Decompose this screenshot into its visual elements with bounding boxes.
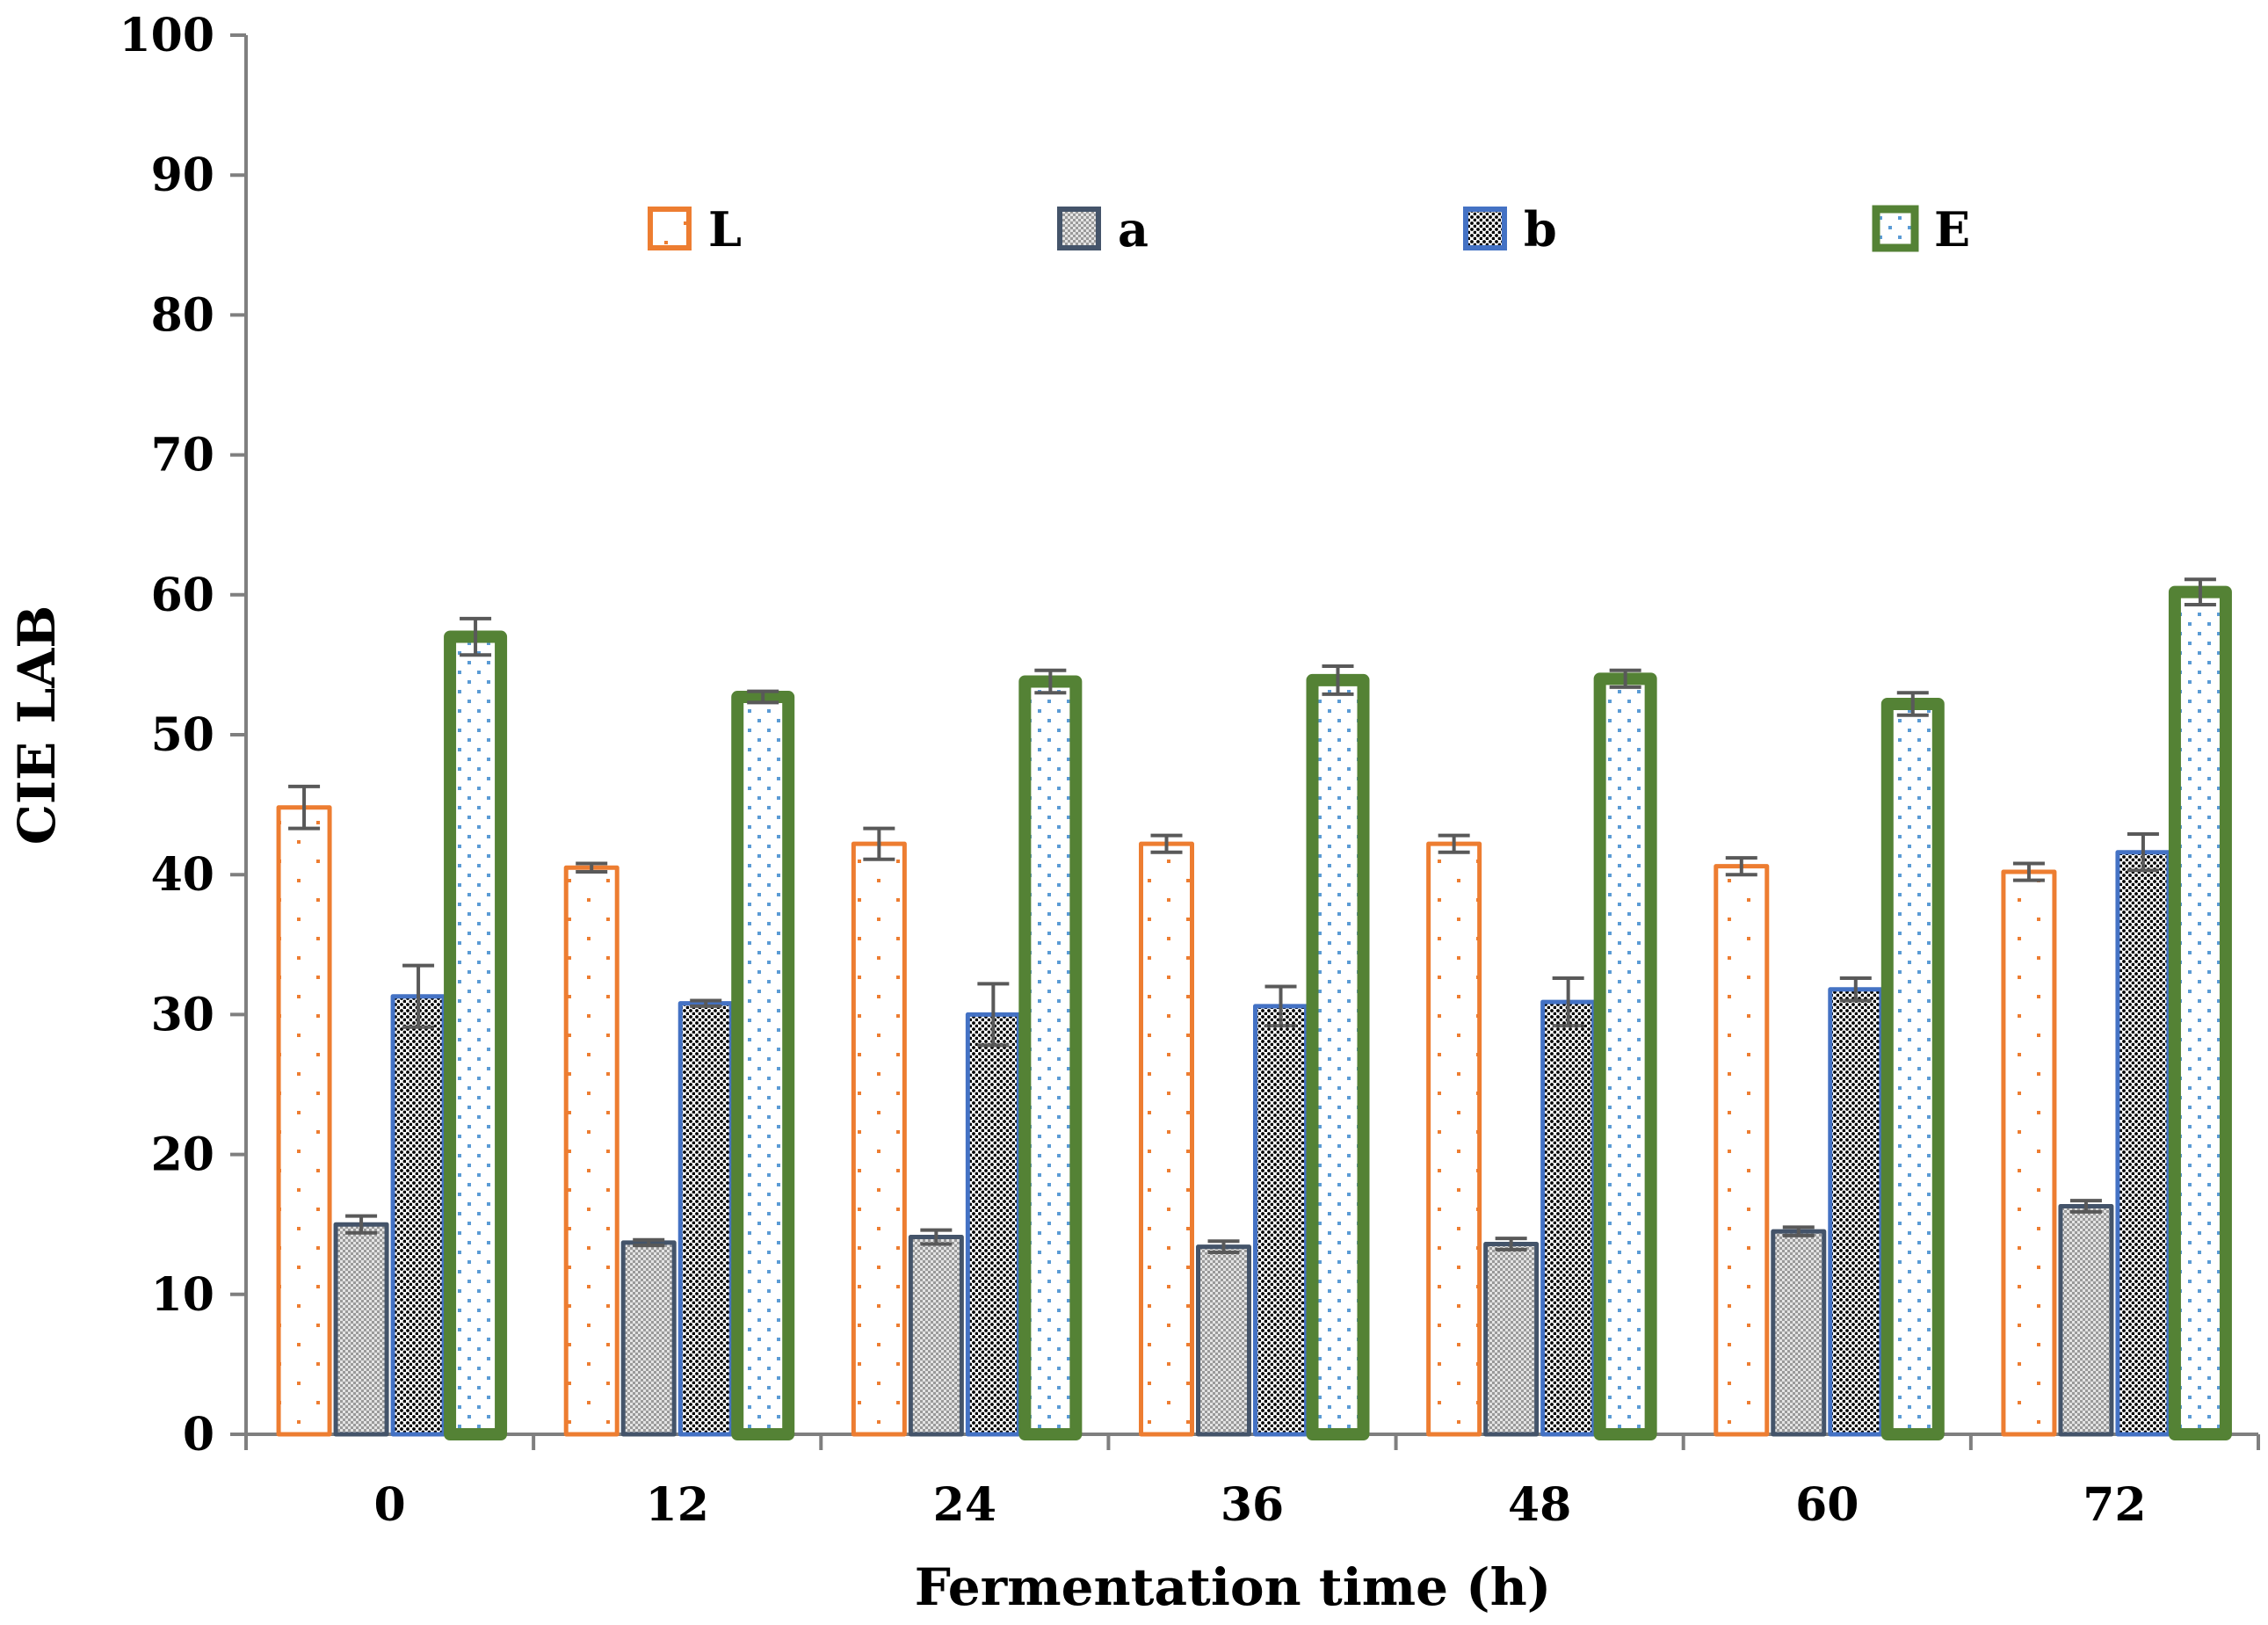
bar-E-36 [1306,673,1370,1440]
bar-a-0 [333,1222,389,1437]
y-tick-label: 10 [151,1268,214,1322]
y-tick-label: 80 [151,288,214,342]
y-tick-label: 20 [151,1128,214,1182]
legend-label-b: b [1524,201,1557,258]
bar-a-72 [2058,1204,2114,1437]
x-tick-label: 0 [373,1478,405,1532]
bar-L-72 [2001,869,2057,1437]
y-tick-label: 50 [151,708,214,762]
bar-L-0 [276,805,332,1437]
bar-E-48 [1593,672,1657,1440]
bar-a-60 [1771,1229,1827,1437]
x-axis-title: Fermentation time (h) [915,1557,1552,1617]
bar-a-48 [1483,1241,1540,1437]
bar-E-24 [1018,675,1083,1440]
x-tick-label: 72 [2083,1478,2146,1532]
y-tick-label: 0 [183,1408,214,1462]
bars [276,585,2232,1440]
legend-label-L: L [708,201,742,258]
error-bars [288,577,2216,1255]
bar-L-36 [1139,841,1194,1437]
x-axis: 0 12 24 36 48 60 72 [244,1433,2260,1532]
bar-L-12 [563,865,620,1437]
y-axis-title: CIE LAB [7,606,67,845]
bar-b-60 [1828,987,1884,1437]
y-axis: 0 10 20 30 40 50 60 70 80 90 100 [119,9,248,1462]
bar-b-12 [678,1001,734,1437]
bar-b-36 [1253,1004,1308,1437]
bar-a-24 [908,1235,964,1437]
y-tick-label: 40 [151,848,214,902]
x-tick-label: 36 [1221,1478,1284,1532]
legend-swatch-L [648,207,692,250]
legend-swatch-b [1463,207,1507,250]
bar-E-0 [444,630,508,1440]
bar-a-36 [1196,1244,1251,1437]
bar-b-24 [965,1012,1021,1437]
y-tick-label: 70 [151,429,214,482]
bar-b-0 [390,994,446,1437]
bar-L-24 [851,841,907,1437]
legend-label-a: a [1118,201,1148,258]
x-tick-label: 48 [1508,1478,1571,1532]
y-tick-label: 100 [119,9,214,62]
y-tick-label: 30 [151,988,214,1041]
bar-b-72 [2115,850,2171,1437]
x-tick-label: 12 [646,1478,709,1532]
x-tick-label: 60 [1795,1478,1859,1532]
legend-swatch-a [1057,207,1101,250]
bar-E-12 [731,691,795,1440]
bar-E-60 [1880,697,1945,1440]
y-tick-label: 60 [151,569,214,622]
bar-E-72 [2168,585,2232,1440]
bar-b-48 [1540,999,1597,1437]
legend-swatch-E [1872,205,1919,252]
bar-L-48 [1426,841,1482,1437]
y-tick-label: 90 [151,149,214,202]
bar-a-12 [620,1240,677,1437]
bar-L-60 [1714,864,1770,1437]
x-tick-label: 24 [933,1478,996,1532]
legend-label-E: E [1934,201,1970,258]
